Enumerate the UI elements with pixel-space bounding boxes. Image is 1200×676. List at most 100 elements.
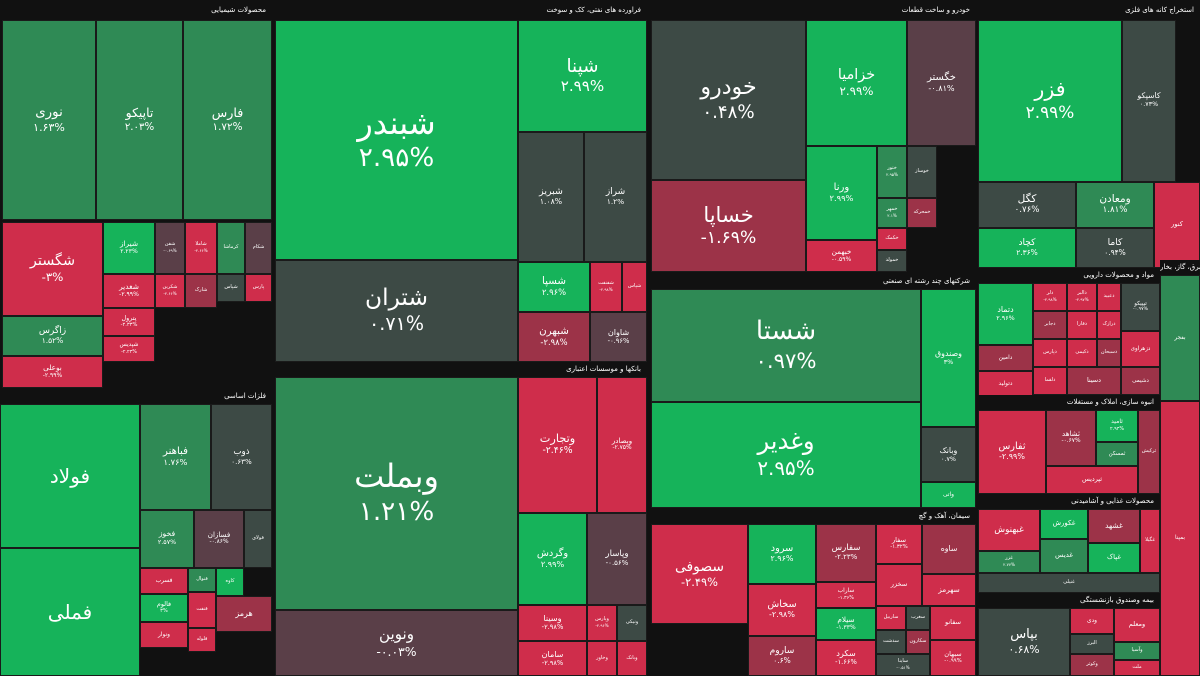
treemap-tile[interactable]: خودرو ۰.۴۸% xyxy=(651,20,806,180)
treemap-tile[interactable]: وگردش ۲.۹۹% xyxy=(518,513,587,605)
treemap-tile[interactable]: ذوب ۰.۶۳% xyxy=(211,404,272,510)
treemap-tile[interactable]: دجابر xyxy=(1033,311,1067,339)
treemap-tile[interactable]: سدشت xyxy=(876,630,906,654)
treemap-tile[interactable]: فزر ۲.۹۹% xyxy=(978,20,1122,182)
treemap-tile[interactable]: ونوین -۰.۰۳% xyxy=(275,610,518,676)
treemap-tile[interactable]: ثمسکن xyxy=(1096,442,1138,466)
treemap-tile[interactable]: بفجر xyxy=(1160,275,1200,401)
treemap-tile[interactable]: تیپیکو -۰.۹۷% xyxy=(1121,283,1160,331)
treemap-tile[interactable]: سصوفی -۲.۴۹% xyxy=(651,524,748,624)
treemap-tile[interactable]: خمهر ۲.۱% xyxy=(877,198,907,228)
treemap-tile[interactable]: ساوه xyxy=(922,524,976,574)
treemap-tile[interactable]: ثفارس -۲.۹۹% xyxy=(978,410,1046,494)
treemap-tile[interactable]: غبهنوش xyxy=(978,509,1040,551)
treemap-tile[interactable]: غگیلا xyxy=(1140,509,1160,573)
treemap-tile[interactable]: دزهراوی xyxy=(1121,331,1160,367)
treemap-tile[interactable]: سیلام -۱.۳۳% xyxy=(816,608,876,640)
treemap-tile[interactable]: کنور xyxy=(1154,182,1200,268)
treemap-tile[interactable]: ثشاهد -۰.۶۷% xyxy=(1046,410,1096,466)
treemap-tile[interactable]: فارس ۱.۷۲% xyxy=(183,20,272,220)
treemap-tile[interactable]: خگستر -۰.۸۱% xyxy=(907,20,976,146)
treemap-tile[interactable]: فنوال xyxy=(188,568,216,592)
treemap-tile[interactable]: ثامید ۲.۹۴% xyxy=(1096,410,1138,442)
treemap-tile[interactable]: دامین xyxy=(978,345,1033,371)
treemap-tile[interactable]: سفار -۱.۳۲% xyxy=(876,524,922,564)
treemap-tile[interactable]: خمحرکه xyxy=(907,198,937,228)
treemap-tile[interactable]: زاگرس ۱.۵۲% xyxy=(2,316,103,356)
treemap-tile[interactable]: شغدیر -۲.۹۹% xyxy=(103,274,155,308)
treemap-tile[interactable]: کچاد ۲.۳۶% xyxy=(978,228,1076,268)
treemap-tile[interactable]: وبانک ۰.۷% xyxy=(921,427,976,482)
treemap-tile[interactable]: سکرد -۱.۶۶% xyxy=(816,640,876,676)
treemap-tile[interactable]: سکارون xyxy=(906,630,930,654)
treemap-tile[interactable]: دسینا xyxy=(1067,367,1121,395)
treemap-tile[interactable]: شفنفت -۲.۹۸% xyxy=(590,262,622,312)
treemap-tile[interactable]: کاسپکو ۰.۷۳% xyxy=(1122,20,1176,182)
treemap-tile[interactable]: غدیس xyxy=(1040,539,1088,573)
treemap-tile[interactable]: شپنا ۲.۹۹% xyxy=(518,20,647,132)
treemap-tile[interactable]: ختور ۲.۹۵% xyxy=(877,146,907,198)
treemap-tile[interactable]: فخوز ۲.۵۷% xyxy=(140,510,194,568)
treemap-tile[interactable]: کگل ۰.۷۶% xyxy=(978,182,1076,228)
treemap-tile[interactable]: دلر -۲.۹۸% xyxy=(1033,283,1067,311)
treemap-tile[interactable]: سفارس -۲.۲۳% xyxy=(816,524,876,582)
treemap-tile[interactable]: خساپا -۱.۶۹% xyxy=(651,180,806,272)
treemap-tile[interactable]: ساربیل xyxy=(876,606,906,630)
treemap-tile[interactable]: غکورش xyxy=(1040,509,1088,539)
treemap-tile[interactable]: فسرب xyxy=(140,568,188,594)
treemap-tile[interactable]: خکمک xyxy=(877,228,907,250)
treemap-tile[interactable]: وبصادر -۲.۷۵% xyxy=(597,377,647,513)
treemap-tile[interactable]: فسازان -۰.۸۶% xyxy=(194,510,244,568)
treemap-tile[interactable]: کرماشا xyxy=(217,222,245,274)
treemap-tile[interactable]: سهرمز xyxy=(922,574,976,606)
treemap-tile[interactable]: وبملت ۱.۲۱% xyxy=(275,377,518,610)
treemap-tile[interactable]: ثپردیس xyxy=(1046,466,1138,494)
treemap-tile[interactable]: ثرکیش xyxy=(1138,410,1160,494)
treemap-tile[interactable]: دسبحان xyxy=(1097,339,1121,367)
treemap-tile[interactable]: شستا ۰.۹۷% xyxy=(651,289,921,402)
treemap-tile[interactable]: شکام xyxy=(245,222,272,274)
treemap-tile[interactable]: شگستر -۳% xyxy=(2,222,103,316)
treemap-tile[interactable]: وپارس -۲.۹۶% xyxy=(587,605,617,641)
treemap-tile[interactable]: دالبر -۲.۹۷% xyxy=(1067,283,1097,311)
treemap-tile[interactable]: سغرب xyxy=(906,606,930,630)
treemap-tile[interactable]: تاپیکو ۲.۰۳% xyxy=(96,20,183,220)
treemap-tile[interactable]: شاملا -۲.۶۶% xyxy=(185,222,217,274)
treemap-tile[interactable]: ودی xyxy=(1070,608,1114,634)
treemap-tile[interactable]: شسپا ۲.۹۶% xyxy=(518,262,590,312)
treemap-tile[interactable]: شفن -۰.۶۹% xyxy=(155,222,185,274)
treemap-tile[interactable]: دلقما xyxy=(1033,367,1067,395)
treemap-tile[interactable]: شبندر ۲.۹۵% xyxy=(275,20,518,260)
treemap-tile[interactable]: فولاد xyxy=(0,404,140,548)
treemap-tile[interactable]: دفارا xyxy=(1067,311,1097,339)
treemap-tile[interactable]: غپاک xyxy=(1088,543,1140,573)
treemap-tile[interactable]: شکربن -۲.۶۶% xyxy=(155,274,185,308)
treemap-tile[interactable]: ومعلم xyxy=(1114,608,1160,642)
treemap-tile[interactable]: کاما ۰.۹۴% xyxy=(1076,228,1154,268)
treemap-tile[interactable]: وغدیر ۲.۹۵% xyxy=(651,402,921,508)
treemap-tile[interactable]: غشهد xyxy=(1088,509,1140,543)
treemap-tile[interactable]: وتجارت -۲.۴۶% xyxy=(518,377,597,513)
treemap-tile[interactable]: وکوثر xyxy=(1070,654,1114,676)
treemap-tile[interactable]: پارس xyxy=(245,274,272,302)
treemap-tile[interactable]: شپاس xyxy=(217,274,245,302)
treemap-tile[interactable]: ونوار xyxy=(140,622,188,648)
treemap-tile[interactable]: شیراز ۲.۲۳% xyxy=(103,222,155,274)
treemap-tile[interactable]: سرود ۲.۹۶% xyxy=(748,524,816,584)
treemap-tile[interactable]: شاوان -۰.۹۶% xyxy=(590,312,647,362)
treemap-tile[interactable]: فلوله xyxy=(188,628,216,652)
treemap-tile[interactable]: خمولد xyxy=(877,250,907,272)
treemap-tile[interactable]: شپدیس -۲.۲۳% xyxy=(103,336,155,362)
treemap-tile[interactable]: ساروم ۰.۶% xyxy=(748,636,816,676)
treemap-tile[interactable]: وبانک xyxy=(617,641,647,676)
treemap-tile[interactable]: دپارس xyxy=(1033,339,1067,367)
treemap-tile[interactable]: شراز ۱.۲% xyxy=(584,132,647,262)
treemap-tile[interactable]: ساراب -۱.۳۶% xyxy=(816,582,876,608)
treemap-tile[interactable]: دتولید xyxy=(978,371,1033,397)
treemap-tile[interactable]: شتران ۰.۷۱% xyxy=(275,260,518,362)
treemap-tile[interactable]: وسینا -۲.۹۸% xyxy=(518,605,587,641)
treemap-tile[interactable]: واتی xyxy=(921,482,976,508)
treemap-tile[interactable]: فولای xyxy=(244,510,272,568)
treemap-tile[interactable]: شارک xyxy=(185,274,217,308)
treemap-tile[interactable]: ونیکی xyxy=(617,605,647,641)
